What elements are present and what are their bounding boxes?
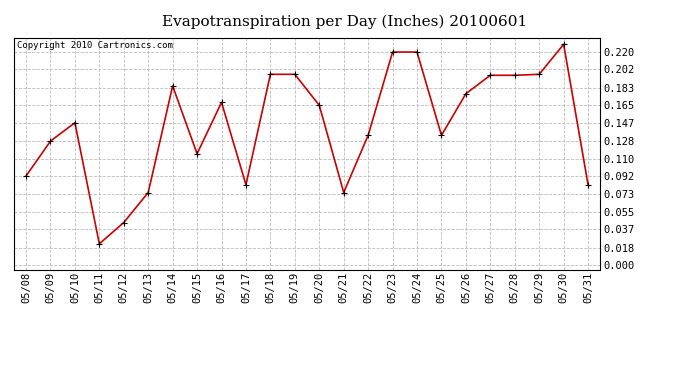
Text: Evapotranspiration per Day (Inches) 20100601: Evapotranspiration per Day (Inches) 2010…: [162, 15, 528, 29]
Text: Copyright 2010 Cartronics.com: Copyright 2010 Cartronics.com: [17, 41, 172, 50]
